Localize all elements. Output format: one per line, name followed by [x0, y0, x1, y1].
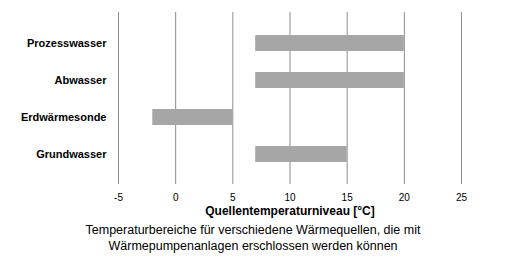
- svg-text:25: 25: [456, 192, 468, 203]
- svg-text:0: 0: [173, 192, 179, 203]
- svg-text:Abwasser: Abwasser: [55, 74, 108, 86]
- svg-text:10: 10: [284, 192, 296, 203]
- svg-text:5: 5: [230, 192, 236, 203]
- svg-text:20: 20: [399, 192, 411, 203]
- svg-text:-5: -5: [114, 192, 123, 203]
- html-text:Temperaturbereiche für verschi: Temperaturbereiche für verschiedene Wärm…: [85, 223, 421, 253]
- svg-text:15: 15: [342, 192, 354, 203]
- svg-text:Prozesswasser: Prozesswasser: [27, 37, 107, 49]
- svg-text:Quellentemperaturniveau [°C]: Quellentemperaturniveau [°C]: [205, 204, 375, 218]
- svg-text:Grundwasser: Grundwasser: [36, 148, 107, 160]
- svg-text:Erdwärmesonde: Erdwärmesonde: [21, 111, 107, 123]
